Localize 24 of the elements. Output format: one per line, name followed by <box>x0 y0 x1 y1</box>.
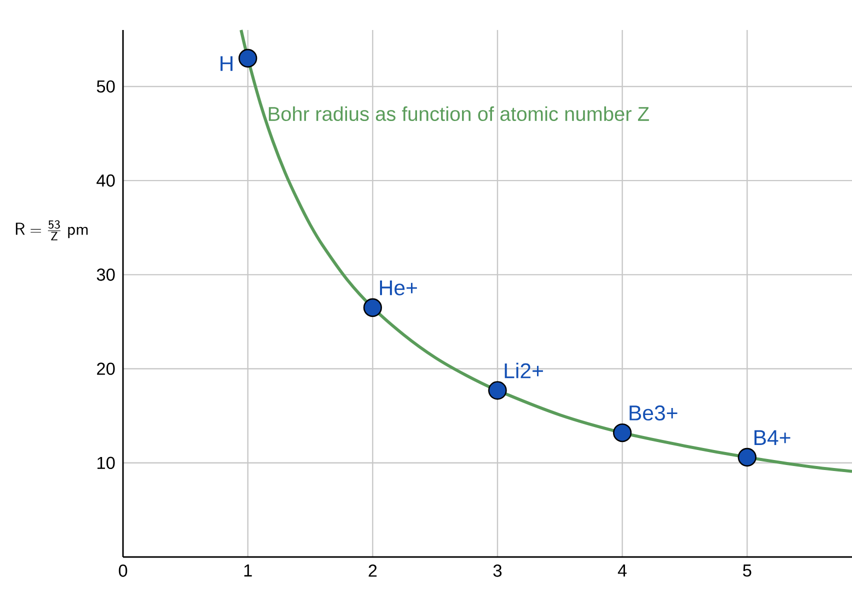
y-tick-label: 20 <box>97 362 115 375</box>
x-tick-label: 4 <box>618 564 627 576</box>
point <box>363 298 382 317</box>
y-tick-label: 50 <box>96 80 115 93</box>
x-tick-label: 3 <box>493 564 502 577</box>
point <box>612 423 632 442</box>
annotation: Li2+ <box>504 362 543 378</box>
x-tick-label: 0 <box>118 564 128 577</box>
annotation: B4+ <box>754 430 790 445</box>
y-tick-label: 30 <box>96 268 115 281</box>
point <box>238 48 258 68</box>
point <box>738 448 756 467</box>
x-tick-label: 2 <box>368 564 377 577</box>
point <box>488 381 507 400</box>
series-label: Bohr radius as function of atomic number Z <box>268 106 649 122</box>
y-tick-label: 10 <box>97 456 115 470</box>
y-tick-label: 40 <box>96 174 115 187</box>
y-axis-title: $\mathsf{R}=\frac{\mathsf{53}}{\mathsf{Z}}\ \mathsf{pm}$ <box>16 220 88 240</box>
x-tick-label: 1 <box>244 564 252 576</box>
line-series <box>240 28 852 473</box>
annotation: H <box>220 56 232 71</box>
x-tick-label: 5 <box>743 564 752 577</box>
annotation: He+ <box>380 280 417 296</box>
annotation: Be3+ <box>630 405 678 421</box>
